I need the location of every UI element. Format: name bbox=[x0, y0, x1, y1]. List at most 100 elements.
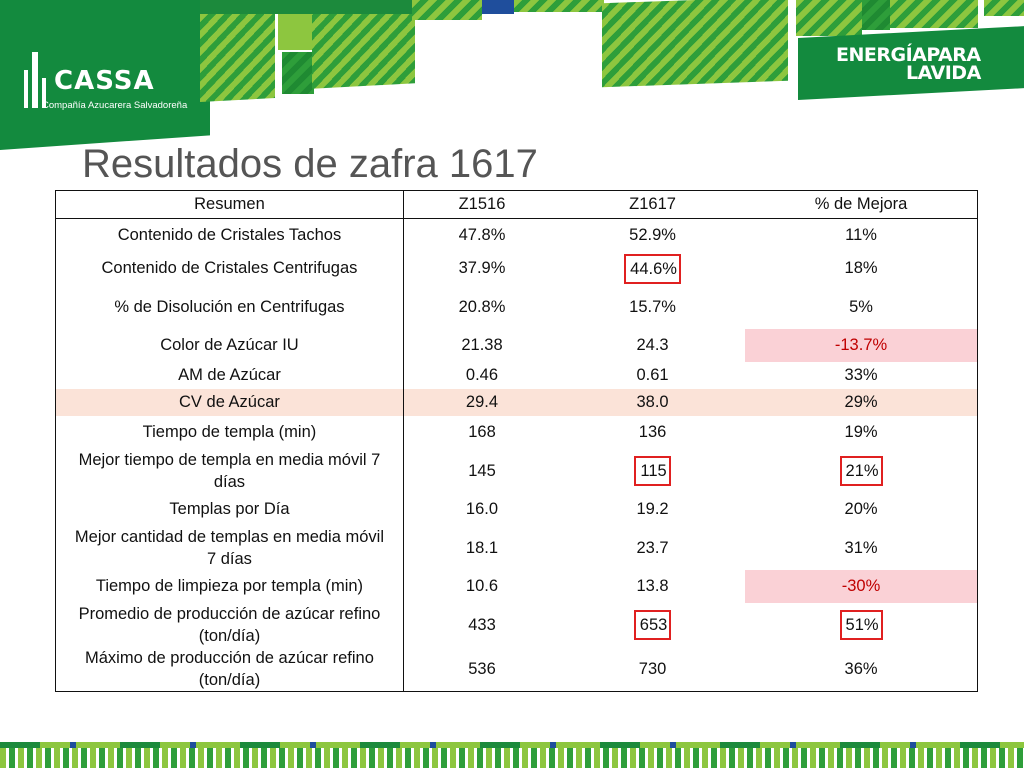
table-row: % de Disolución en Centrifugas 20.8% 15.… bbox=[55, 285, 978, 329]
cell-mejora: 36% bbox=[844, 659, 878, 678]
header-tile bbox=[282, 52, 314, 94]
cell-z1617: 44.6% bbox=[560, 252, 745, 285]
cell-z1617: 52.9% bbox=[629, 226, 676, 244]
logo-subtitle: Compañía Azucarera Salvadoreña bbox=[42, 100, 188, 111]
cell-z1617: 136 bbox=[638, 423, 667, 441]
cell-mejora: 51% bbox=[745, 603, 977, 647]
cell-z1617: 19.2 bbox=[636, 500, 669, 518]
header-tile bbox=[796, 0, 862, 36]
table-row: Máximo de producción de azúcar refino (to… bbox=[55, 647, 978, 692]
cell-mejora: 29% bbox=[745, 389, 978, 416]
cell-mejora: 5% bbox=[849, 297, 873, 316]
row-label-line-2: 7 días bbox=[206, 550, 252, 568]
highlight-box: 115 bbox=[634, 456, 671, 486]
cell-z1516: 433 bbox=[468, 615, 496, 634]
cell-mejora-negative: -13.7% bbox=[745, 329, 978, 362]
row-label-line-1: Mejor tiempo de templa en media móvil 7 bbox=[78, 451, 381, 469]
header-tile bbox=[200, 10, 275, 102]
row-label-line-1: Mejor cantidad de templas en media móvil bbox=[74, 528, 384, 546]
table-row: Contenido de Cristales Tachos 47.8% 52.9… bbox=[55, 218, 978, 252]
cell-mejora: 33% bbox=[844, 366, 878, 384]
header-tile bbox=[278, 12, 312, 50]
row-label: Contenido de Cristales Centrifugas bbox=[55, 252, 404, 285]
header-tile bbox=[862, 0, 890, 30]
column-header: Z1516 bbox=[403, 190, 561, 219]
header-tile bbox=[482, 0, 514, 14]
cell-z1516: 18.1 bbox=[465, 538, 499, 557]
cell-z1516: 37.9% bbox=[458, 259, 506, 277]
cell-z1617: 38.0 bbox=[560, 389, 746, 416]
logo-bars-icon bbox=[24, 48, 46, 112]
table-row: Mejor tiempo de templa en media móvil 7 d… bbox=[55, 449, 978, 493]
slogan-line-1: ENERGÍAPARA bbox=[836, 44, 981, 66]
column-header: % de Mejora bbox=[745, 190, 978, 219]
results-table: Resumen Z1516 Z1617 % de Mejora Contenid… bbox=[55, 190, 978, 692]
header-tile bbox=[602, 0, 788, 88]
table-row: Contenido de Cristales Centrifugas 37.9%… bbox=[55, 252, 978, 285]
cell-z1516: 47.8% bbox=[458, 226, 506, 244]
cassa-logo: CASSA Compañía Azucarera Salvadoreña bbox=[20, 48, 200, 120]
page-title: Resultados de zafra 1617 bbox=[82, 142, 538, 186]
row-label: Promedio de producción de azúcar refino (… bbox=[55, 603, 404, 647]
row-label: Mejor tiempo de templa en media móvil 7 d… bbox=[55, 449, 404, 493]
cell-z1617: 653 bbox=[560, 603, 745, 647]
table-row: Promedio de producción de azúcar refino (… bbox=[55, 603, 978, 647]
table-row-highlighted: CV de Azúcar 29.4 38.0 29% bbox=[55, 389, 978, 416]
header-tile bbox=[412, 0, 482, 20]
row-label: Máximo de producción de azúcar refino (to… bbox=[55, 647, 404, 692]
column-header: Resumen bbox=[55, 190, 404, 219]
row-label-line-2: (ton/día) bbox=[198, 671, 261, 689]
table-row: Tiempo de templa (min) 168 136 19% bbox=[55, 416, 978, 449]
cell-z1617: 0.61 bbox=[636, 366, 669, 384]
cell-z1617: 24.3 bbox=[636, 336, 669, 354]
row-label: CV de Azúcar bbox=[55, 389, 404, 416]
cell-z1617: 15.7% bbox=[629, 297, 676, 316]
header-tile bbox=[890, 0, 978, 28]
cell-z1516: 10.6 bbox=[465, 577, 499, 595]
cell-z1617: 730 bbox=[638, 659, 667, 678]
table-row: Color de Azúcar IU 21.38 24.3 -13.7% bbox=[55, 329, 978, 362]
highlight-box: 653 bbox=[633, 610, 672, 640]
table-row: Mejor cantidad de templas en media móvil… bbox=[55, 526, 978, 570]
cell-z1516: 536 bbox=[468, 659, 496, 678]
row-label: AM de Azúcar bbox=[55, 362, 404, 389]
row-label: Color de Azúcar IU bbox=[55, 329, 404, 362]
row-label-line-2: (ton/día) bbox=[198, 627, 261, 645]
highlight-box: 51% bbox=[839, 610, 883, 640]
logo-wordmark: CASSA bbox=[54, 66, 155, 96]
cell-mejora: 19% bbox=[844, 423, 878, 441]
row-label: Mejor cantidad de templas en media móvil… bbox=[55, 526, 404, 570]
header-tile bbox=[312, 1, 415, 89]
row-label-line-1: Máximo de producción de azúcar refino bbox=[85, 649, 374, 667]
cell-mejora: 21% bbox=[745, 449, 977, 493]
slogan-line-2: LAVIDA bbox=[906, 62, 981, 84]
cell-z1516: 0.46 bbox=[465, 366, 499, 384]
column-header: Z1617 bbox=[560, 190, 746, 219]
cell-z1617: 115 bbox=[560, 449, 745, 493]
row-label: Tiempo de limpieza por templa (min) bbox=[55, 570, 404, 603]
cell-z1516: 29.4 bbox=[403, 389, 561, 416]
cell-z1617: 13.8 bbox=[636, 577, 669, 595]
cell-z1516: 16.0 bbox=[465, 500, 499, 518]
row-label: Tiempo de templa (min) bbox=[55, 416, 404, 449]
table-header-row: Resumen Z1516 Z1617 % de Mejora bbox=[55, 190, 978, 219]
cell-z1516: 145 bbox=[468, 461, 496, 480]
cell-mejora: 11% bbox=[845, 226, 877, 244]
cell-z1516: 21.38 bbox=[461, 336, 503, 354]
header-tile bbox=[514, 0, 604, 12]
highlight-box: 44.6% bbox=[624, 253, 681, 284]
cell-mejora: 20% bbox=[844, 500, 878, 518]
header-tile bbox=[984, 0, 1024, 16]
row-label: Contenido de Cristales Tachos bbox=[55, 218, 404, 252]
cell-mejora: 31% bbox=[844, 538, 878, 557]
cell-z1617: 23.7 bbox=[636, 538, 669, 557]
row-label: Templas por Día bbox=[55, 493, 404, 526]
table-row: Templas por Día 16.0 19.2 20% bbox=[55, 493, 978, 526]
cell-z1516: 20.8% bbox=[458, 297, 506, 316]
row-label-line-2: días bbox=[213, 473, 246, 491]
cell-mejora: 18% bbox=[844, 259, 878, 277]
cell-mejora-negative: -30% bbox=[745, 570, 978, 603]
slogan-logo: ENERGÍAPARA LAVIDA bbox=[836, 44, 981, 84]
footer-stripe-top bbox=[0, 742, 1024, 748]
table-row: Tiempo de limpieza por templa (min) 10.6… bbox=[55, 570, 978, 603]
